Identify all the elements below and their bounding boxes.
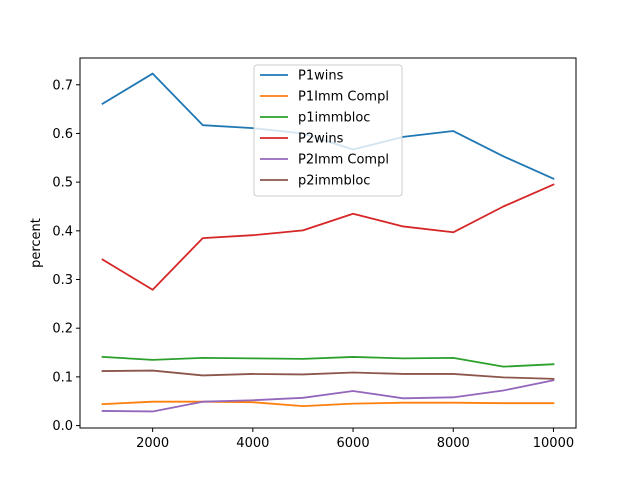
y-tick-label: 0.2 xyxy=(52,322,73,337)
y-tick-label: 0.3 xyxy=(52,273,73,288)
legend: P1wins P1Imm Compl p1immbloc P2wins P2Imm Co… xyxy=(253,64,403,197)
legend-entry: P2Imm Compl xyxy=(298,153,389,168)
plot-area-frame xyxy=(79,57,577,429)
plot-lines xyxy=(101,72,555,413)
x-tick-label: 8000 xyxy=(437,436,470,451)
x-tick-label: 6000 xyxy=(337,436,370,451)
y-tick-label: 0.7 xyxy=(52,78,73,93)
series-line-p1imm-compl xyxy=(101,400,555,407)
legend-entry: P1wins xyxy=(298,69,344,84)
y-tick-label: 0.6 xyxy=(52,127,73,142)
y-tick-label: 0.1 xyxy=(52,370,73,385)
series-line-p2immbloc xyxy=(101,369,555,380)
series-line-p2imm-compl xyxy=(101,379,555,413)
legend-entry: p2immbloc xyxy=(298,174,370,189)
y-axis-label: percent xyxy=(29,218,44,268)
y-tick-label: 0.4 xyxy=(52,224,73,239)
series-line-p2wins xyxy=(101,183,555,291)
y-tick-label: 0.0 xyxy=(52,419,73,434)
x-tick-label: 2000 xyxy=(136,436,169,451)
legend-entry: P2wins xyxy=(298,132,344,147)
x-tick-label: 4000 xyxy=(236,436,269,451)
series-line-p1immbloc xyxy=(101,355,555,368)
x-axis: 2000 4000 6000 8000 10000 xyxy=(136,428,574,451)
legend-box xyxy=(253,64,403,197)
legend-entry: p1immbloc xyxy=(298,111,370,126)
y-axis: 0.0 0.1 0.2 0.3 0.4 0.5 0.6 0.7 xyxy=(52,78,80,434)
y-tick-label: 0.5 xyxy=(52,176,73,191)
legend-entry: P1Imm Compl xyxy=(298,90,389,105)
x-tick-label: 10000 xyxy=(533,436,574,451)
